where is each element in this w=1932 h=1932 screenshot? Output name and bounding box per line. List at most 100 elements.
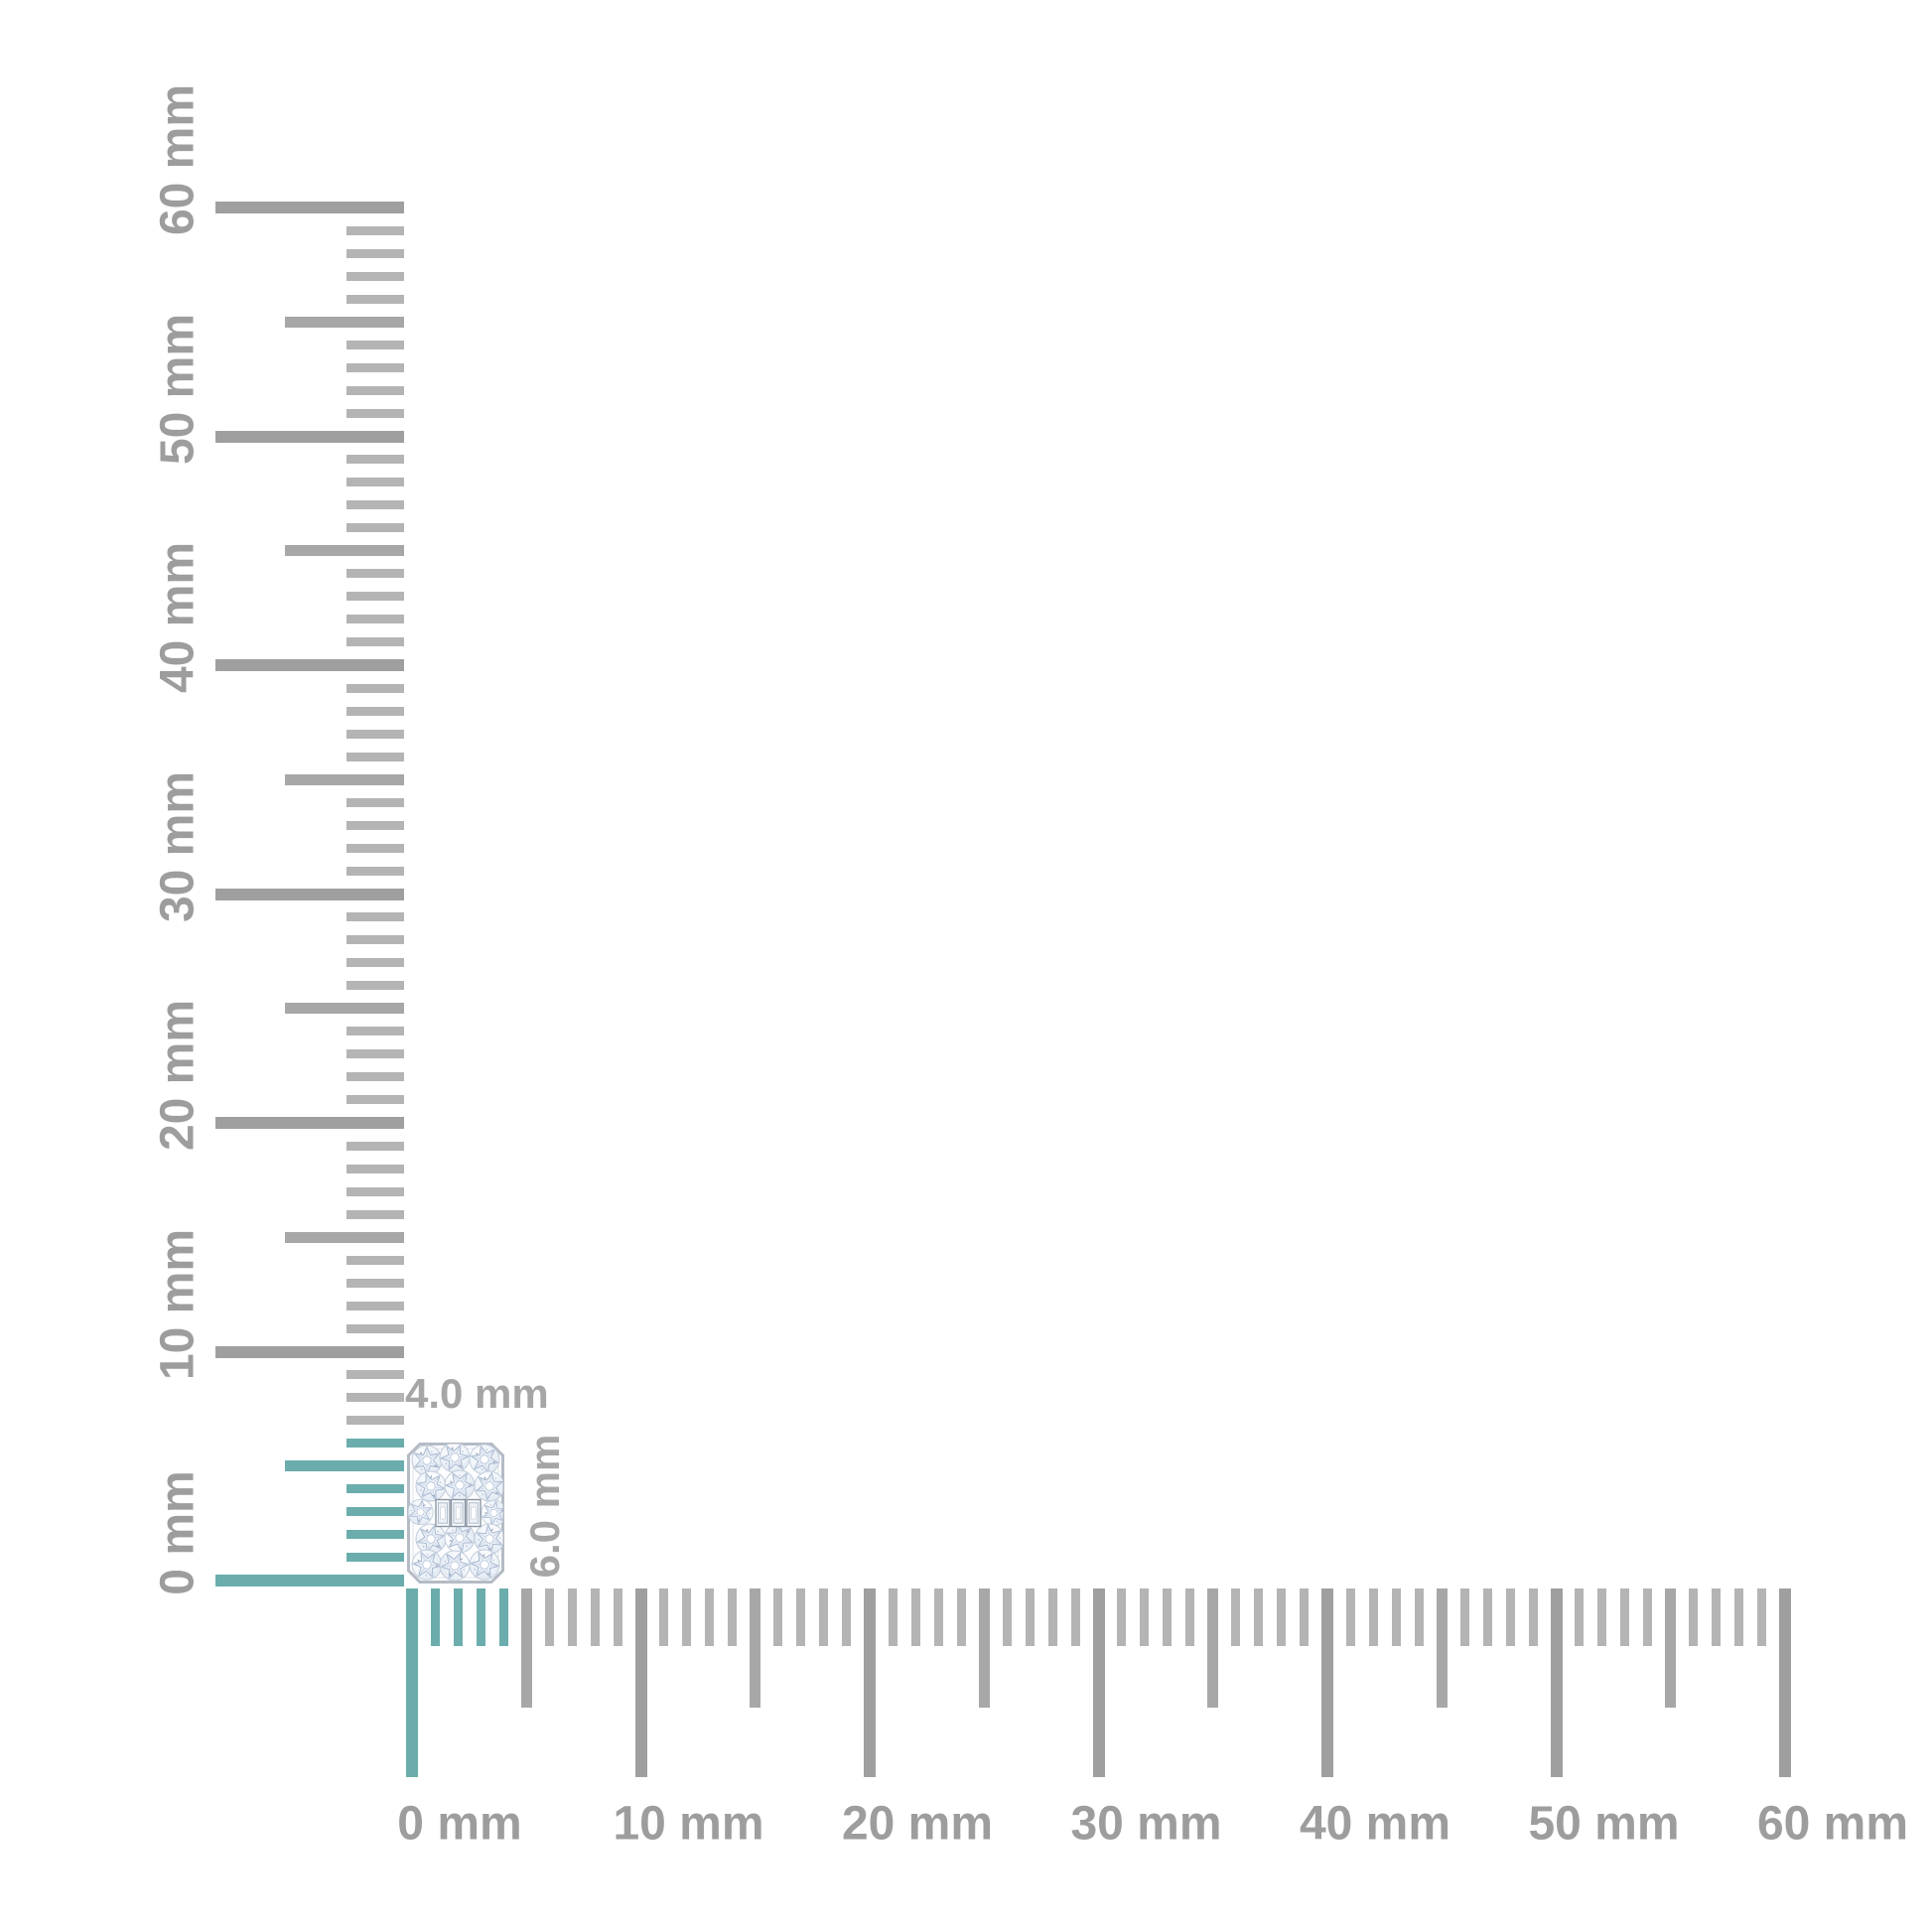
- h-ruler-tick-29mm: [1070, 1588, 1080, 1646]
- v-ruler-tick-31mm: [346, 866, 404, 876]
- v-ruler-tick-30mm: [215, 888, 404, 900]
- v-ruler-tick-0mm: [215, 1575, 404, 1587]
- v-ruler-tick-56mm: [346, 294, 404, 304]
- baguette-stone: [466, 1498, 482, 1528]
- h-ruler-label-0mm: 0 mm: [397, 1797, 522, 1851]
- h-ruler-tick-25mm: [978, 1588, 990, 1708]
- h-ruler-tick-15mm: [750, 1588, 761, 1708]
- h-ruler-tick-30mm: [1092, 1588, 1105, 1777]
- h-ruler-tick-0mm: [406, 1588, 418, 1777]
- h-ruler-tick-33mm: [1163, 1588, 1173, 1646]
- v-ruler-tick-6mm: [346, 1439, 404, 1449]
- h-ruler-tick-17mm: [796, 1588, 806, 1646]
- v-ruler-tick-45mm: [285, 545, 404, 557]
- v-ruler-tick-21mm: [346, 1095, 404, 1105]
- h-ruler-label-10mm: 10 mm: [613, 1797, 764, 1851]
- h-ruler-tick-23mm: [933, 1588, 943, 1646]
- h-ruler-tick-36mm: [1231, 1588, 1241, 1646]
- v-ruler-tick-40mm: [215, 659, 404, 671]
- h-ruler-tick-54mm: [1643, 1588, 1653, 1646]
- stone-cluster: [408, 1444, 503, 1583]
- v-ruler-tick-5mm: [285, 1460, 404, 1472]
- baguette-stone: [435, 1498, 451, 1528]
- v-ruler-tick-38mm: [346, 706, 404, 716]
- h-ruler-tick-55mm: [1665, 1588, 1677, 1708]
- v-ruler-label-10mm: 10 mm: [151, 1228, 205, 1380]
- v-ruler-tick-55mm: [285, 316, 404, 328]
- h-ruler-tick-31mm: [1117, 1588, 1127, 1646]
- v-ruler-tick-3mm: [346, 1507, 404, 1517]
- h-ruler-tick-6mm: [544, 1588, 554, 1646]
- v-ruler-tick-49mm: [346, 455, 404, 465]
- h-ruler-tick-27mm: [1025, 1588, 1035, 1646]
- height-dimension-label: 6.0 mm: [520, 1434, 568, 1579]
- v-ruler-tick-10mm: [215, 1345, 404, 1358]
- v-ruler-tick-25mm: [285, 1003, 404, 1015]
- h-ruler-tick-21mm: [888, 1588, 897, 1646]
- h-ruler-tick-20mm: [864, 1588, 876, 1777]
- h-ruler-tick-22mm: [910, 1588, 920, 1646]
- h-ruler-tick-16mm: [773, 1588, 783, 1646]
- v-ruler-tick-58mm: [346, 248, 404, 258]
- h-ruler-tick-52mm: [1597, 1588, 1607, 1646]
- h-ruler-tick-9mm: [613, 1588, 622, 1646]
- h-ruler-tick-56mm: [1689, 1588, 1699, 1646]
- v-ruler-tick-18mm: [346, 1164, 404, 1173]
- v-ruler-tick-4mm: [346, 1484, 404, 1494]
- v-ruler-tick-19mm: [346, 1141, 404, 1151]
- h-ruler-tick-46mm: [1459, 1588, 1469, 1646]
- v-ruler-tick-33mm: [346, 820, 404, 830]
- h-ruler-tick-3mm: [476, 1588, 485, 1646]
- v-ruler-tick-20mm: [215, 1117, 404, 1129]
- jewelry-item: [407, 1443, 504, 1584]
- v-ruler-tick-2mm: [346, 1530, 404, 1540]
- h-ruler-tick-4mm: [498, 1588, 508, 1646]
- v-ruler-tick-36mm: [346, 752, 404, 761]
- h-ruler-tick-11mm: [659, 1588, 669, 1646]
- v-ruler-tick-48mm: [346, 478, 404, 487]
- v-ruler-tick-35mm: [285, 773, 404, 785]
- h-ruler-tick-12mm: [682, 1588, 692, 1646]
- v-ruler-tick-50mm: [215, 430, 404, 443]
- v-ruler-tick-8mm: [346, 1393, 404, 1403]
- v-ruler-tick-52mm: [346, 385, 404, 395]
- h-ruler-tick-37mm: [1254, 1588, 1264, 1646]
- h-ruler-tick-19mm: [842, 1588, 852, 1646]
- h-ruler-tick-13mm: [705, 1588, 715, 1646]
- h-ruler-tick-53mm: [1620, 1588, 1630, 1646]
- v-ruler-tick-13mm: [346, 1278, 404, 1288]
- v-ruler-tick-17mm: [346, 1186, 404, 1196]
- h-ruler-tick-57mm: [1712, 1588, 1722, 1646]
- v-ruler-tick-29mm: [346, 912, 404, 922]
- h-ruler-tick-14mm: [728, 1588, 738, 1646]
- v-ruler-label-40mm: 40 mm: [151, 541, 205, 694]
- h-ruler-tick-39mm: [1300, 1588, 1310, 1646]
- v-ruler-tick-39mm: [346, 683, 404, 693]
- h-ruler-tick-51mm: [1575, 1588, 1585, 1646]
- h-ruler-tick-26mm: [1002, 1588, 1012, 1646]
- h-ruler-tick-45mm: [1436, 1588, 1448, 1708]
- h-ruler-tick-60mm: [1779, 1588, 1791, 1777]
- h-ruler-tick-35mm: [1207, 1588, 1219, 1708]
- v-ruler-tick-47mm: [346, 500, 404, 510]
- v-ruler-tick-16mm: [346, 1209, 404, 1219]
- h-ruler-tick-18mm: [819, 1588, 829, 1646]
- v-ruler-label-0mm: 0 mm: [151, 1470, 205, 1595]
- h-ruler-label-40mm: 40 mm: [1299, 1797, 1451, 1851]
- h-ruler-label-20mm: 20 mm: [841, 1797, 994, 1851]
- v-ruler-tick-24mm: [346, 1027, 404, 1036]
- v-ruler-tick-53mm: [346, 362, 404, 372]
- h-ruler-tick-38mm: [1277, 1588, 1287, 1646]
- h-ruler-tick-44mm: [1414, 1588, 1424, 1646]
- v-ruler-label-30mm: 30 mm: [151, 770, 205, 922]
- h-ruler-tick-47mm: [1482, 1588, 1492, 1646]
- h-ruler-label-50mm: 50 mm: [1528, 1797, 1680, 1851]
- baguette-stone: [450, 1498, 467, 1528]
- h-ruler-tick-28mm: [1047, 1588, 1057, 1646]
- h-ruler-tick-49mm: [1528, 1588, 1538, 1646]
- h-ruler-tick-40mm: [1321, 1588, 1333, 1777]
- h-ruler-tick-8mm: [590, 1588, 600, 1646]
- v-ruler-tick-59mm: [346, 225, 404, 235]
- h-ruler-tick-1mm: [430, 1588, 440, 1646]
